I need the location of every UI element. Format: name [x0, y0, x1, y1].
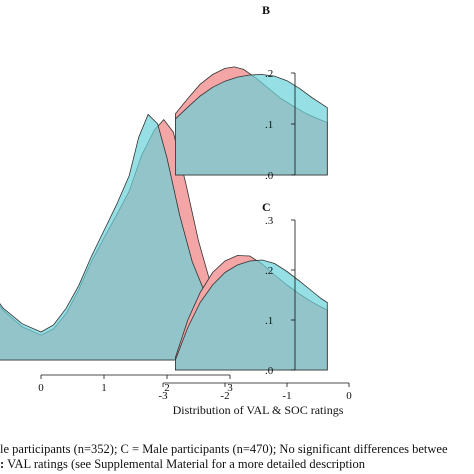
panel-c-y-tick-label: .0 — [265, 365, 274, 377]
caption-line-2-text: VAL ratings (see Supplemental Material f… — [7, 457, 365, 471]
panel-c-x-tick-label: 0 — [346, 390, 352, 402]
caption-line-2: : VAL ratings (see Supplemental Material… — [0, 457, 365, 471]
panel-c-x-tick-label: -2 — [220, 390, 229, 402]
panel-a-x-tick-label: 2 — [164, 382, 170, 394]
panel-c-density-area-2 — [175, 259, 328, 371]
panel-b-y-tick-label: .2 — [265, 68, 273, 80]
panel-a-x-tick-label: 3 — [227, 382, 233, 394]
panel-a: 0 1 2 3 — [0, 113, 233, 394]
panel-a-x-tick-label: 1 — [101, 382, 107, 394]
panel-c-letter: C — [262, 200, 271, 214]
panel-b-letter: B — [262, 3, 270, 17]
panel-b-y-tick-label: .1 — [265, 119, 273, 131]
panel-b-density-area-2 — [175, 74, 328, 176]
panel-a-density-area-2 — [0, 113, 212, 361]
panel-b: B .0 .1 .2 — [175, 3, 328, 182]
panel-a-x-tick-label: 0 — [38, 382, 44, 394]
panel-c-y-tick-label: .1 — [265, 315, 273, 327]
panel-c-y-tick-label: .3 — [265, 215, 274, 227]
panel-c-x-tick-label: -1 — [282, 390, 291, 402]
panel-c: C .0 .1 .2 .3 -3 -2 -1 0 — [158, 200, 352, 402]
caption-line-1: le participants (n=352); C = Male partic… — [0, 442, 448, 456]
panel-c-x-tick-label: -3 — [158, 390, 168, 402]
panel-c-y-tick-label: .2 — [265, 265, 273, 277]
x-axis-title: Distribution of VAL & SOC ratings — [173, 403, 344, 417]
panel-b-y-tick-label: .0 — [265, 170, 274, 182]
